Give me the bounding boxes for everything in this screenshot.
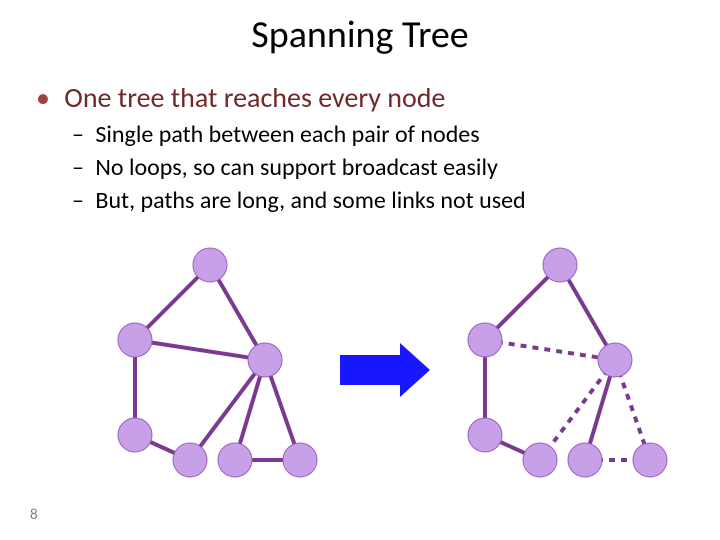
graph-node	[173, 443, 207, 477]
graph-edge	[135, 340, 265, 360]
graph-node	[248, 343, 282, 377]
graph-node	[283, 443, 317, 477]
graph-node	[543, 248, 577, 282]
main-bullet-text: One tree that reaches every node	[64, 80, 445, 115]
bullet-dot-icon: •	[36, 80, 50, 115]
graph-node	[633, 443, 667, 477]
arrow-body	[340, 355, 400, 385]
slide: Spanning Tree • One tree that reaches ev…	[0, 0, 720, 540]
graph-node	[568, 443, 602, 477]
graph-edge	[485, 340, 615, 360]
dash-icon: –	[72, 153, 84, 182]
graph-node	[118, 418, 152, 452]
graph-node	[468, 323, 502, 357]
page-number: 8	[30, 506, 38, 524]
slide-title: Spanning Tree	[0, 12, 720, 58]
graph-node	[193, 248, 227, 282]
sub-bullet-row: – But, paths are long, and some links no…	[72, 186, 526, 215]
sub-bullet-text: But, paths are long, and some links not …	[95, 186, 525, 215]
main-bullet-row: • One tree that reaches every node	[36, 80, 445, 115]
sub-bullets: – Single path between each pair of nodes…	[72, 120, 526, 219]
sub-bullet-text: Single path between each pair of nodes	[95, 120, 479, 149]
graph-node	[598, 343, 632, 377]
graph-node	[468, 418, 502, 452]
graph-node	[523, 443, 557, 477]
dash-icon: –	[72, 186, 84, 215]
sub-bullet-row: – Single path between each pair of nodes	[72, 120, 526, 149]
graph-diagram	[0, 240, 720, 510]
graph-node	[218, 443, 252, 477]
diagram-area	[0, 240, 720, 510]
sub-bullet-row: – No loops, so can support broadcast eas…	[72, 153, 526, 182]
graph-node	[118, 323, 152, 357]
sub-bullet-text: No loops, so can support broadcast easil…	[95, 153, 497, 182]
arrow-head-icon	[400, 343, 430, 397]
dash-icon: –	[72, 120, 84, 149]
